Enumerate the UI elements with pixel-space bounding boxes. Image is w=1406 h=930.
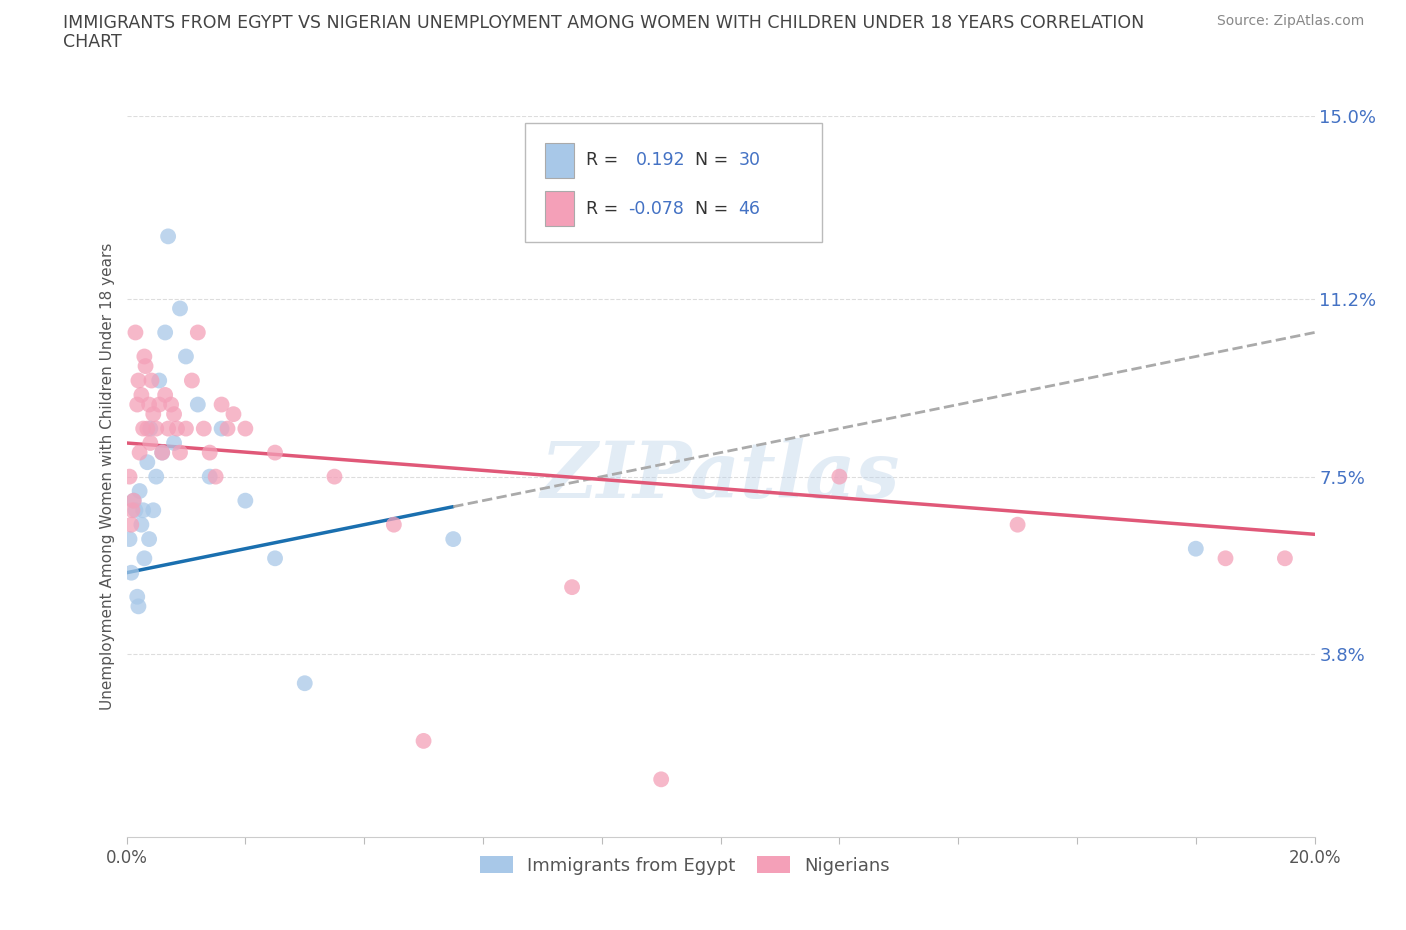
- Point: [131, 517, 153, 532]
- Point: [187, 397, 209, 412]
- Point: [193, 421, 215, 436]
- Point: [118, 532, 141, 547]
- Point: [142, 503, 165, 518]
- Point: [169, 445, 191, 460]
- Point: [211, 397, 233, 412]
- Point: [121, 503, 143, 518]
- Point: [120, 565, 142, 580]
- Text: 46: 46: [738, 200, 761, 218]
- Point: [122, 493, 145, 508]
- Point: [174, 349, 197, 364]
- Point: [132, 421, 155, 436]
- Point: [204, 469, 226, 484]
- Y-axis label: Unemployment Among Women with Children Under 18 years: Unemployment Among Women with Children U…: [100, 243, 115, 711]
- Point: [134, 551, 156, 565]
- Point: [153, 326, 176, 340]
- Point: [198, 469, 221, 484]
- Point: [138, 532, 160, 547]
- FancyBboxPatch shape: [544, 192, 575, 226]
- Point: [139, 421, 162, 436]
- Point: [131, 388, 153, 403]
- Text: Source: ZipAtlas.com: Source: ZipAtlas.com: [1216, 14, 1364, 28]
- Point: [124, 326, 146, 340]
- Point: [561, 579, 583, 594]
- Point: [127, 397, 149, 412]
- Point: [1007, 517, 1029, 532]
- Point: [157, 229, 180, 244]
- Point: [157, 421, 180, 436]
- Point: [211, 421, 233, 436]
- Point: [323, 469, 346, 484]
- Text: R =: R =: [586, 200, 624, 218]
- Point: [128, 484, 150, 498]
- Text: 30: 30: [738, 152, 761, 169]
- Text: -0.078: -0.078: [628, 200, 683, 218]
- Point: [127, 599, 149, 614]
- Point: [441, 532, 464, 547]
- Point: [127, 373, 149, 388]
- Point: [163, 435, 186, 450]
- Point: [118, 469, 141, 484]
- Point: [139, 435, 162, 450]
- Text: 0.192: 0.192: [637, 152, 686, 169]
- Text: ZIPatlas: ZIPatlas: [541, 438, 900, 515]
- Point: [1185, 541, 1208, 556]
- Point: [382, 517, 405, 532]
- Point: [135, 359, 157, 374]
- Point: [217, 421, 239, 436]
- Point: [264, 445, 287, 460]
- Point: [222, 406, 245, 421]
- Point: [153, 388, 176, 403]
- FancyBboxPatch shape: [524, 124, 821, 243]
- Point: [412, 734, 434, 749]
- Point: [145, 421, 167, 436]
- Point: [124, 503, 146, 518]
- Point: [150, 445, 173, 460]
- Point: [132, 503, 155, 518]
- Point: [828, 469, 851, 484]
- Point: [160, 397, 183, 412]
- Point: [264, 551, 287, 565]
- Point: [142, 406, 165, 421]
- Text: R =: R =: [586, 152, 624, 169]
- Point: [122, 493, 145, 508]
- Point: [187, 326, 209, 340]
- Text: CHART: CHART: [63, 33, 122, 50]
- Point: [136, 455, 159, 470]
- Point: [127, 590, 149, 604]
- Point: [148, 373, 170, 388]
- Point: [134, 349, 156, 364]
- Legend: Immigrants from Egypt, Nigerians: Immigrants from Egypt, Nigerians: [472, 849, 897, 882]
- Point: [141, 373, 163, 388]
- Point: [198, 445, 221, 460]
- Point: [294, 676, 316, 691]
- Text: N =: N =: [683, 152, 734, 169]
- Point: [233, 421, 257, 436]
- Point: [128, 445, 150, 460]
- Point: [169, 301, 191, 316]
- Point: [166, 421, 188, 436]
- Text: N =: N =: [683, 200, 734, 218]
- Text: IMMIGRANTS FROM EGYPT VS NIGERIAN UNEMPLOYMENT AMONG WOMEN WITH CHILDREN UNDER 1: IMMIGRANTS FROM EGYPT VS NIGERIAN UNEMPL…: [63, 14, 1144, 32]
- Point: [163, 406, 186, 421]
- Point: [1215, 551, 1237, 565]
- Point: [136, 421, 159, 436]
- Point: [180, 373, 202, 388]
- Point: [145, 469, 167, 484]
- Point: [150, 445, 173, 460]
- Point: [233, 493, 257, 508]
- Point: [148, 397, 170, 412]
- FancyBboxPatch shape: [544, 143, 575, 178]
- Point: [120, 517, 142, 532]
- Point: [1274, 551, 1296, 565]
- Point: [138, 397, 160, 412]
- Point: [650, 772, 672, 787]
- Point: [174, 421, 197, 436]
